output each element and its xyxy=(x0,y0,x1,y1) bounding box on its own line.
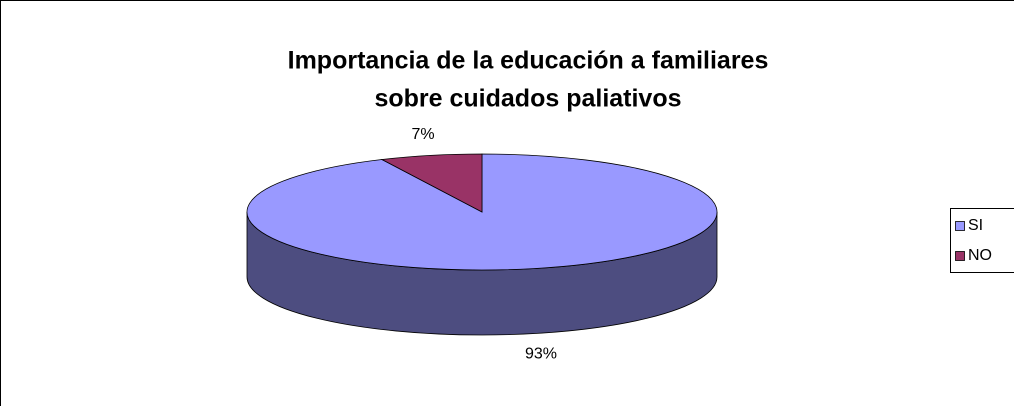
pie-slice xyxy=(380,153,483,213)
legend-box xyxy=(950,208,1014,273)
legend-label: NO xyxy=(968,247,992,264)
legend-swatch xyxy=(955,221,965,231)
chart-title: Importancia de la educación a familiares xyxy=(288,47,769,75)
legend-swatch xyxy=(955,251,965,261)
legend-label: SI xyxy=(968,217,983,234)
data-label: 93% xyxy=(525,345,557,362)
chart-title: sobre cuidados paliativos xyxy=(374,85,681,113)
data-label: 7% xyxy=(411,126,434,143)
